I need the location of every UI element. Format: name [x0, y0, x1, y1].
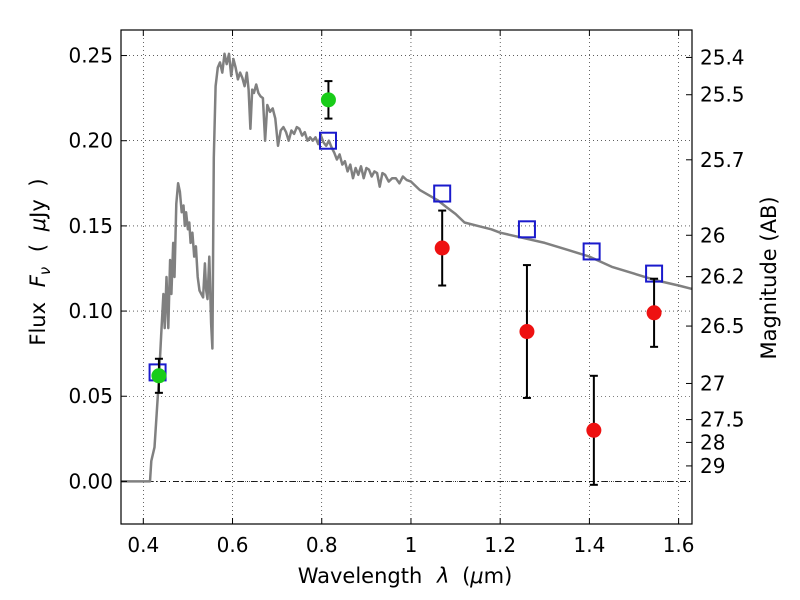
x-tick-label: 1	[405, 533, 418, 557]
y-tick-label: 0.05	[68, 384, 113, 408]
y-axis-label-unit-open: (	[26, 244, 50, 252]
x-axis-label-symbol: λ	[436, 564, 449, 588]
magnitude-tick-label: 29	[700, 454, 725, 478]
y-axis-label-unit-mu: μ	[26, 218, 50, 232]
model-square	[582, 242, 601, 261]
magnitude-tick-label: 27.5	[700, 408, 745, 432]
y-tick-label: 0.10	[68, 299, 113, 323]
red-point	[519, 324, 535, 340]
model-bandpass-markers	[148, 131, 664, 382]
y2-axis-label: Magnitude (AB)	[757, 196, 781, 359]
spectrum-line	[121, 52, 693, 483]
magnitude-tick-label: 28	[700, 430, 725, 454]
x-tick-label: 0.6	[217, 533, 249, 557]
model-square	[318, 131, 337, 150]
y-axis-label-unit-close: )	[26, 178, 50, 186]
x-tick-label: 1.2	[484, 533, 516, 557]
y-tick-label: 0.15	[68, 214, 113, 238]
green-point	[151, 368, 167, 384]
x-axis-label-text: Wavelength	[298, 564, 423, 588]
y-axis-label-symbol: F	[26, 274, 50, 287]
x-axis-label-unit-mu: μ	[469, 564, 483, 588]
model-spectrum	[121, 52, 693, 483]
magnitude-tick-label: 26.5	[700, 314, 745, 338]
error-bars	[154, 80, 659, 486]
magnitude-tick-label: 25.5	[700, 83, 745, 107]
x-tick-labels: 0.4 0.6 0.8 1 1.2 1.4 1.6	[127, 533, 694, 557]
axis-ticks	[121, 30, 692, 524]
y-tick-label: 0.25	[68, 44, 113, 68]
y-tick-label: 0.00	[68, 469, 113, 493]
x-axis-label-unit-open: (	[462, 564, 470, 588]
magnitude-tick-label: 26	[700, 223, 725, 247]
magnitude-tick-label: 25.7	[700, 148, 745, 172]
data-points	[151, 92, 662, 438]
x-tick-label: 1.6	[663, 533, 695, 557]
x-axis-label: Wavelength λ (μm)	[298, 564, 513, 588]
x-tick-label: 1.4	[573, 533, 605, 557]
green-point	[320, 92, 336, 108]
magnitude-tick-label: 26.2	[700, 265, 745, 289]
model-square	[433, 184, 452, 203]
red-point	[646, 305, 662, 321]
model-square	[517, 220, 536, 239]
y-axis-label-unit-rest: Jy	[26, 199, 50, 220]
y-axis-label-subscript: ν	[36, 267, 54, 275]
y-axis-label-text: Flux	[26, 302, 50, 346]
y-tick-labels: 0.00 0.05 0.10 0.15 0.20 0.25	[68, 44, 113, 494]
y-tick-label: 0.20	[68, 129, 113, 153]
x-tick-label: 0.8	[306, 533, 338, 557]
red-point	[586, 422, 602, 438]
y-axis-label: Flux Fν ( μJy )	[26, 178, 55, 345]
x-axis-label-unit-rest: m)	[484, 564, 513, 588]
x-tick-label: 0.4	[127, 533, 159, 557]
magnitude-tick-label: 27	[700, 371, 725, 395]
magnitude-tick-label: 25.4	[700, 45, 745, 69]
red-point	[434, 240, 450, 256]
